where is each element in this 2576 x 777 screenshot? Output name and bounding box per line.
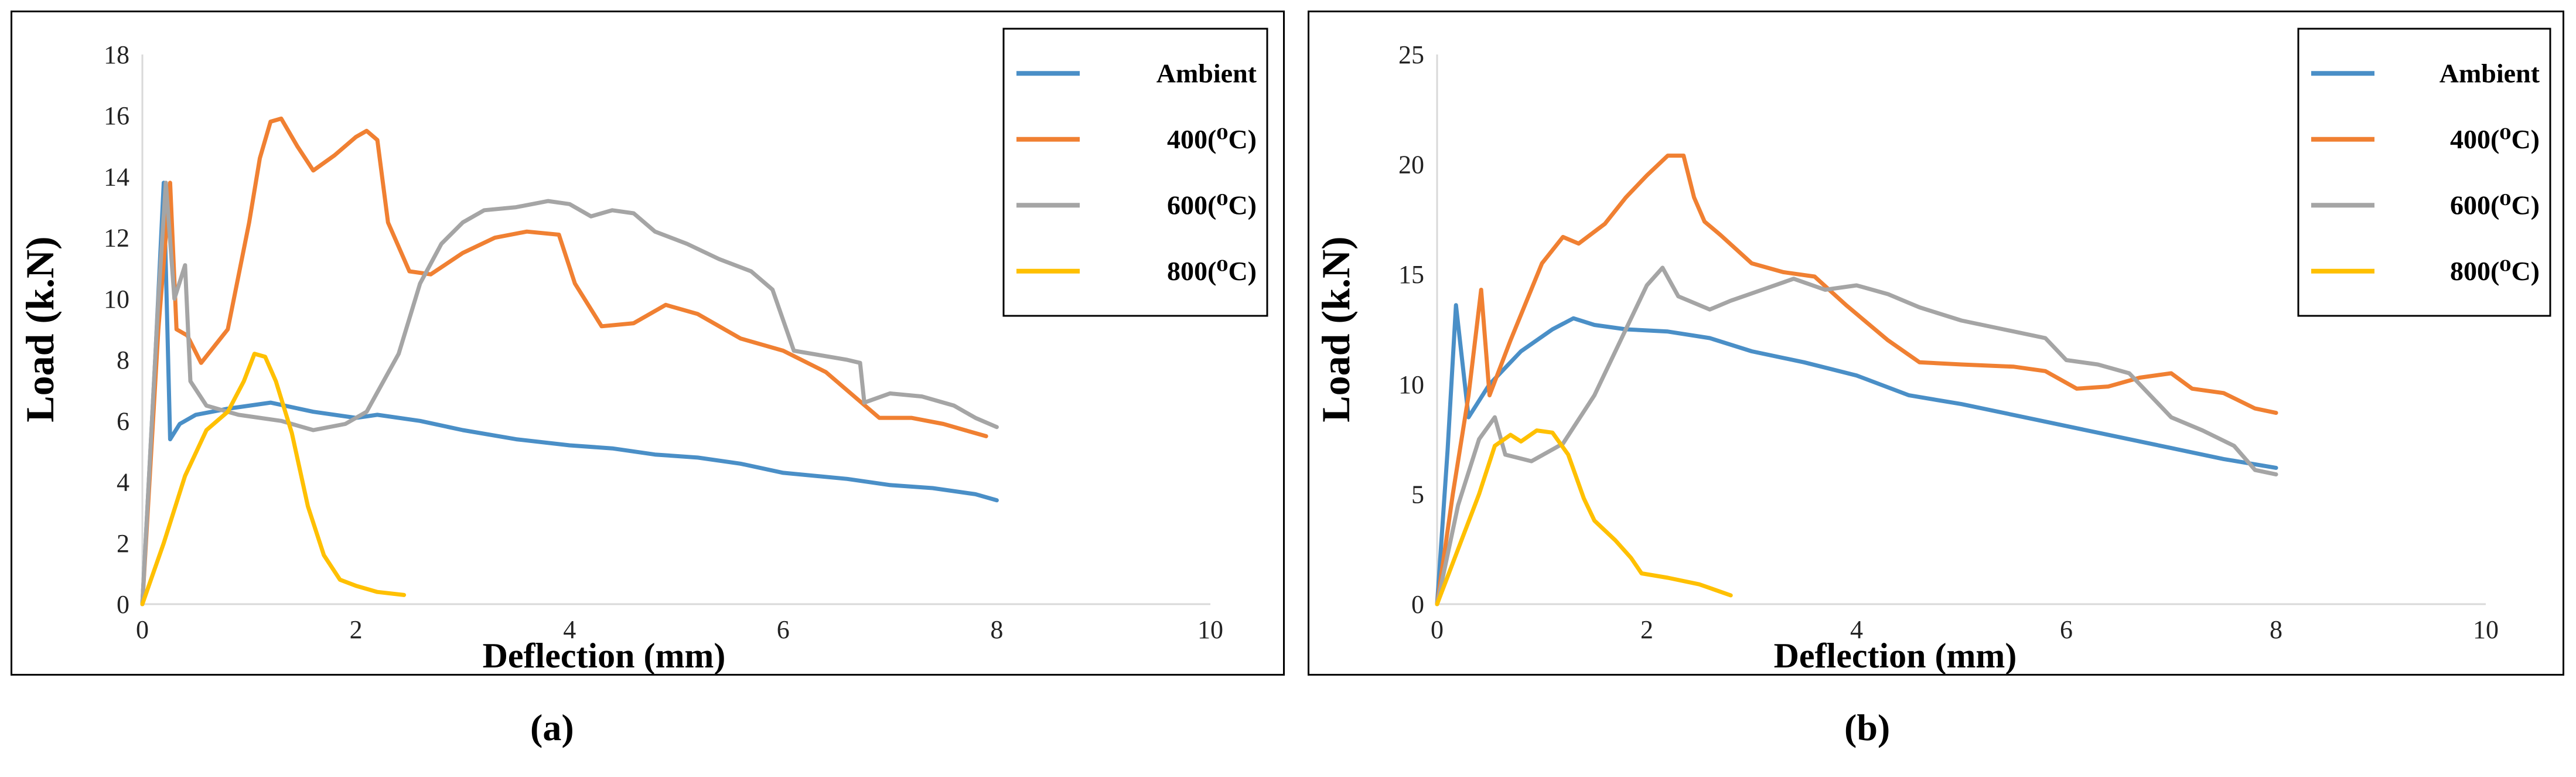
chart-b-x-tick-label: 8 bbox=[2270, 615, 2282, 644]
chart-a-legend-label-600: 600(⁰C) bbox=[1167, 190, 1257, 220]
chart-a-y-tick-label: 12 bbox=[104, 224, 129, 253]
chart-a-x-tick-label: 0 bbox=[136, 615, 149, 644]
chart-b-legend: Ambient 400(⁰C) 600(⁰C) 800(⁰C) bbox=[2297, 28, 2551, 317]
chart-b-x-tick-label: 10 bbox=[2473, 615, 2499, 644]
chart-a-y-tick-label: 6 bbox=[117, 407, 129, 435]
chart-a-y-tick-label: 2 bbox=[117, 529, 129, 558]
chart-a-y-tick-label: 16 bbox=[104, 101, 129, 130]
chart-b-series-line-800 bbox=[1435, 428, 1733, 606]
chart-b-y-tick-label: 0 bbox=[1411, 590, 1424, 619]
chart-a-x-axis-title: Deflection (mm) bbox=[483, 636, 726, 674]
chart-b-legend-label-600: 600(⁰C) bbox=[2450, 190, 2540, 220]
chart-a-y-tick-label: 4 bbox=[117, 468, 129, 497]
chart-b-x-tick-label: 6 bbox=[2060, 615, 2073, 644]
chart-b-series-line-ambient bbox=[1435, 303, 2278, 606]
chart-a-canvas: 0 2 4 6 8 10 0 2 4 6 8 10 12 14 16 18 Deflection (mm) Loa… bbox=[18, 28, 1268, 674]
chart-a-caption: (a) bbox=[530, 707, 574, 748]
chart-b-series-line-600 bbox=[1435, 265, 2278, 606]
chart-a-series-line-800 bbox=[140, 352, 407, 606]
chart-b-y-tick-label: 20 bbox=[1398, 151, 1424, 179]
chart-b-legend-label-400: 400(⁰C) bbox=[2450, 124, 2540, 154]
chart-a-x-tick-label: 8 bbox=[990, 615, 1003, 644]
chart-a-y-tick-label: 8 bbox=[117, 346, 129, 374]
chart-a-x-tick-label: 6 bbox=[777, 615, 790, 644]
chart-a-legend-label-400: 400(⁰C) bbox=[1167, 124, 1257, 154]
chart-b-caption: (b) bbox=[1844, 707, 1891, 748]
chart-b-x-tick-label: 2 bbox=[1640, 615, 1653, 644]
chart-a-y-tick-label: 0 bbox=[117, 590, 129, 619]
chart-panel-a: 0 2 4 6 8 10 0 2 4 6 8 10 12 14 16 18 Deflection (mm) Loa… bbox=[11, 11, 1285, 676]
chart-a-x-tick-label: 10 bbox=[1197, 615, 1223, 644]
chart-a-x-tick-label: 4 bbox=[563, 615, 576, 644]
chart-a-series-line-600 bbox=[140, 180, 999, 606]
chart-a-y-axis-title: Load (k.N) bbox=[18, 236, 62, 422]
chart-a-series-line-400 bbox=[140, 116, 988, 606]
chart-a-legend-box bbox=[1002, 28, 1268, 317]
chart-a-y-tick-label: 18 bbox=[104, 40, 129, 69]
chart-b-y-tick-label: 5 bbox=[1411, 480, 1424, 509]
chart-a-series-line-ambient bbox=[140, 180, 999, 606]
chart-b-series-line-400 bbox=[1435, 154, 2278, 606]
chart-a-x-tick-label: 2 bbox=[350, 615, 363, 644]
chart-a-legend-label-ambient: Ambient bbox=[1156, 58, 1257, 88]
chart-b-y-tick-label: 10 bbox=[1398, 370, 1424, 399]
chart-b-x-axis-title: Deflection (mm) bbox=[1774, 636, 2017, 674]
chart-b-legend-label-ambient: Ambient bbox=[2439, 58, 2540, 88]
chart-b-x-tick-label: 4 bbox=[1850, 615, 1863, 644]
chart-a-legend: Ambient 400(⁰C) 600(⁰C) 800(⁰C) bbox=[1002, 28, 1268, 317]
chart-a-legend-label-800: 800(⁰C) bbox=[1167, 256, 1257, 286]
chart-panel-b: 0 2 4 6 8 10 0 5 10 15 20 25 Deflection (mm) Load (k.… bbox=[1308, 11, 2564, 676]
chart-b-x-tick-label: 0 bbox=[1431, 615, 1444, 644]
chart-a-y-tick-label: 10 bbox=[104, 285, 129, 313]
chart-b-y-tick-label: 15 bbox=[1398, 260, 1424, 289]
chart-b-legend-box bbox=[2297, 28, 2551, 317]
chart-a-y-tick-label: 14 bbox=[104, 162, 129, 191]
chart-b-y-axis-title: Load (k.N) bbox=[1313, 236, 1358, 422]
chart-b-canvas: 0 2 4 6 8 10 0 5 10 15 20 25 Deflection (mm) Load (k.… bbox=[1313, 28, 2551, 674]
chart-b-legend-label-800: 800(⁰C) bbox=[2450, 256, 2540, 286]
chart-b-y-tick-label: 25 bbox=[1398, 40, 1424, 69]
